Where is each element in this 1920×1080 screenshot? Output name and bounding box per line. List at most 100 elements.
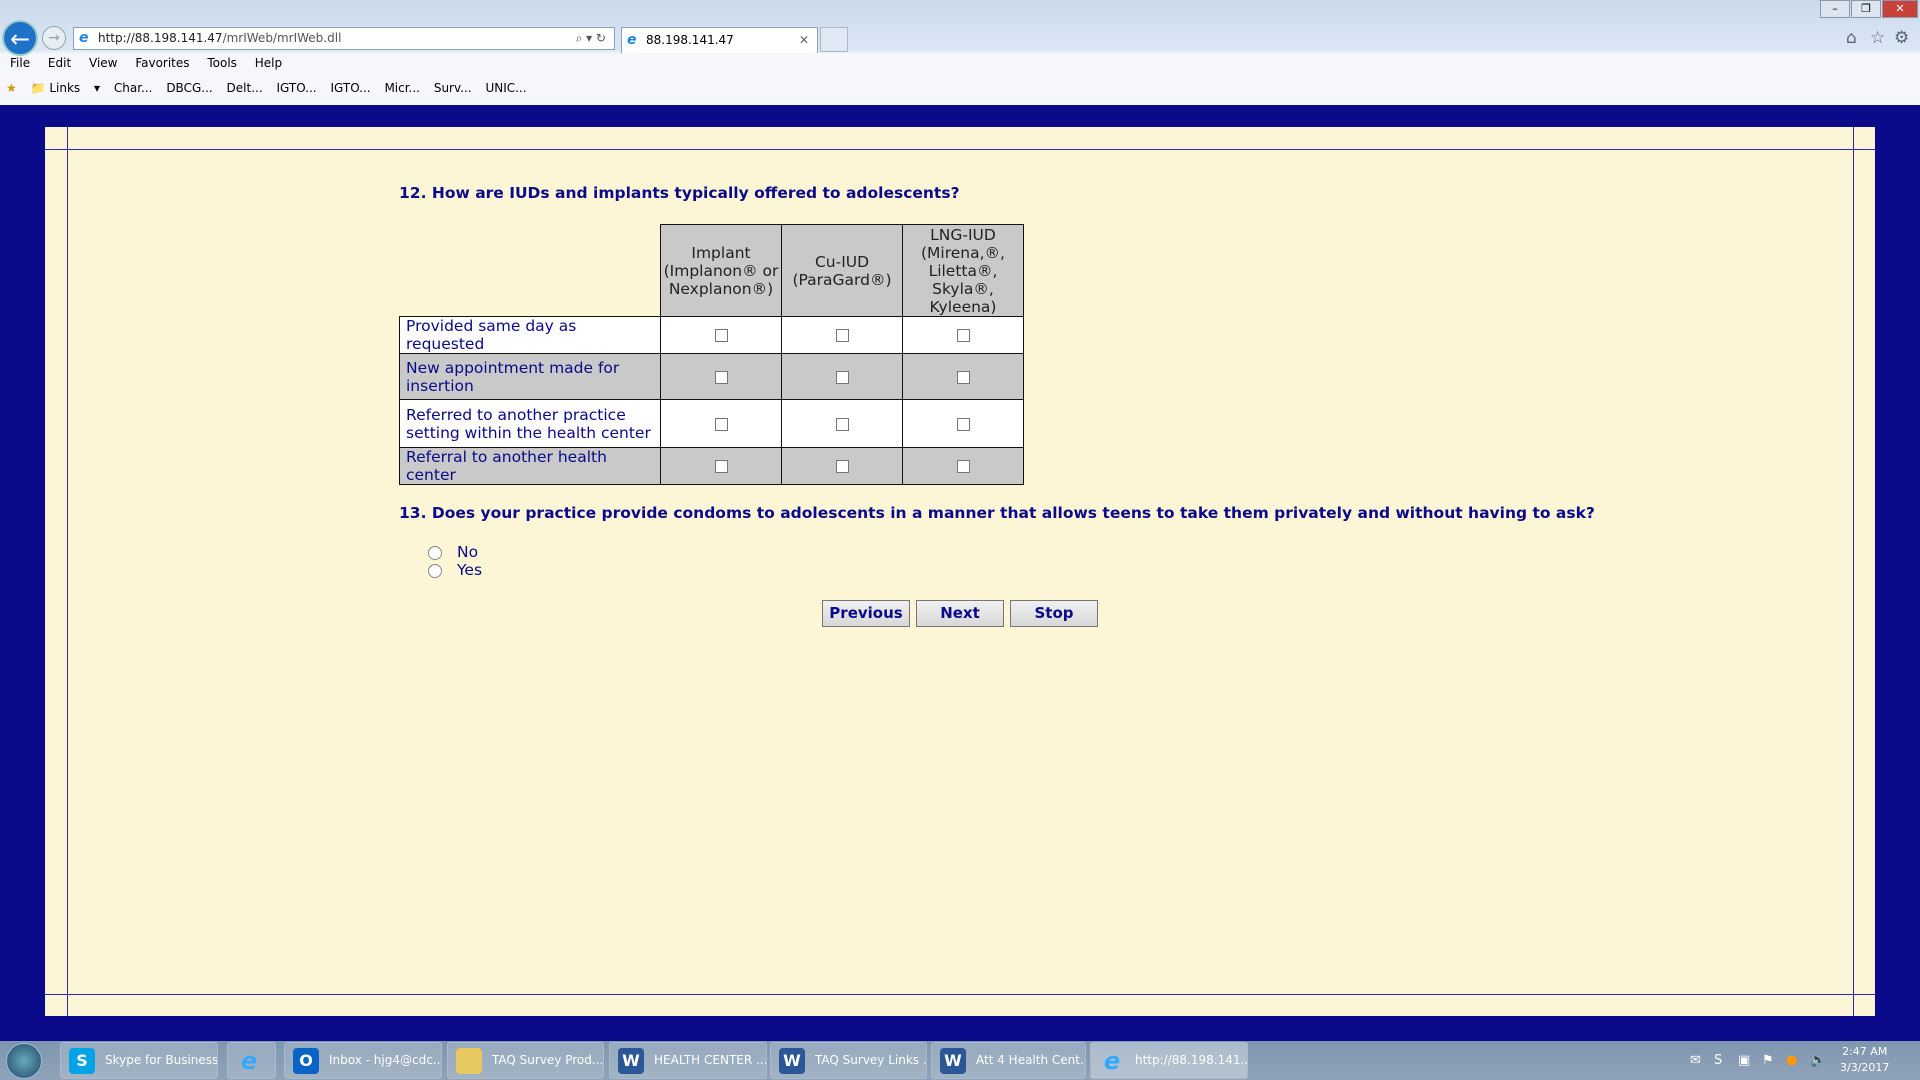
- menu-bar: File Edit View Favorites Tools Help: [0, 56, 286, 76]
- checkbox[interactable]: [956, 417, 970, 431]
- row-label: New appointment made for insertion: [399, 353, 661, 400]
- stop-button[interactable]: Stop: [1010, 600, 1098, 627]
- menu-help[interactable]: Help: [254, 56, 283, 70]
- taskbar-ie-window[interactable]: e http://88.198.141....: [1090, 1042, 1248, 1079]
- question-13: 13. Does your practice provide condoms t…: [399, 504, 1595, 522]
- gear-icon[interactable]: ⚙: [1894, 28, 1910, 48]
- tab-title: 88.198.141.47: [646, 33, 734, 47]
- radio-label-yes: Yes: [457, 561, 483, 579]
- restore-button[interactable]: ❐: [1851, 0, 1881, 18]
- checkbox[interactable]: [714, 460, 728, 473]
- favorites-star-icon[interactable]: ☆: [1870, 28, 1886, 48]
- taskbar-outlook[interactable]: O Inbox - hjg4@cdc...: [284, 1042, 442, 1079]
- row-label: Referred to another practice setting wit…: [399, 399, 661, 448]
- row-label: Referral to another health center: [399, 447, 661, 485]
- new-tab-button[interactable]: [820, 27, 848, 52]
- taskbar-label: Skype for Business: [105, 1053, 218, 1067]
- clock-time: 2:47 AM: [1842, 1045, 1888, 1058]
- back-button[interactable]: ←: [2, 20, 38, 56]
- taskbar-folder[interactable]: TAQ Survey Prod...: [447, 1042, 604, 1079]
- taskbar-label: Att 4 Health Cent...: [976, 1053, 1086, 1067]
- fav-item[interactable]: IGTO...: [276, 81, 317, 95]
- skype-tray-icon[interactable]: S: [1714, 1053, 1723, 1068]
- checkbox[interactable]: [956, 370, 970, 384]
- fav-links[interactable]: 📁 Links ▾: [30, 81, 101, 95]
- search-refresh-icons[interactable]: ⌕ ▾ ↻: [575, 31, 606, 45]
- clock[interactable]: 2:47 AM 3/3/2017: [1840, 1044, 1889, 1076]
- close-window-button[interactable]: ✕: [1882, 0, 1918, 18]
- volume-icon[interactable]: 🔈: [1810, 1053, 1827, 1068]
- checkbox[interactable]: [835, 417, 849, 431]
- fav-item[interactable]: Char...: [113, 81, 153, 95]
- fav-item[interactable]: UNIC...: [485, 81, 527, 95]
- fav-item[interactable]: Delt...: [226, 81, 263, 95]
- url-host: http://88.198.141.47: [98, 31, 223, 45]
- word-icon: W: [779, 1048, 805, 1074]
- taskbar-ie[interactable]: e: [227, 1042, 276, 1079]
- update-icon[interactable]: ●: [1786, 1053, 1798, 1068]
- taskbar-skype[interactable]: S Skype for Business: [60, 1042, 218, 1079]
- word-icon: W: [940, 1048, 966, 1074]
- checkbox[interactable]: [714, 370, 728, 384]
- col-header-lng-iud: LNG-IUD (Mirena,®, Liletta®, Skyla®, Kyl…: [902, 224, 1024, 317]
- q12-grid: Implant (Implanon® or Nexplanon®) Cu-IUD…: [399, 224, 1024, 485]
- ie-icon: e: [79, 30, 89, 46]
- taskbar-word-health-center[interactable]: W HEALTH CENTER ...: [609, 1042, 767, 1079]
- ie-icon: e: [240, 1047, 258, 1075]
- checkbox[interactable]: [714, 329, 728, 342]
- forward-button[interactable]: →: [42, 26, 66, 50]
- close-tab-icon[interactable]: ✕: [798, 33, 809, 47]
- favorites-star-icon[interactable]: ★: [6, 81, 17, 95]
- start-button[interactable]: [6, 1043, 42, 1079]
- checkbox[interactable]: [835, 370, 849, 384]
- menu-tools[interactable]: Tools: [207, 56, 237, 70]
- next-button[interactable]: Next: [916, 600, 1004, 627]
- fav-label: Links: [49, 81, 81, 95]
- browser-tab[interactable]: e 88.198.141.47 ✕: [621, 27, 818, 53]
- fav-item[interactable]: Surv...: [433, 81, 472, 95]
- home-icon[interactable]: ⌂: [1846, 28, 1857, 48]
- fav-item[interactable]: Micr...: [384, 81, 420, 95]
- frame-line: [45, 994, 1875, 995]
- radio-yes[interactable]: [428, 564, 442, 578]
- url-path: /mrIWeb/mrIWeb.dll: [222, 31, 342, 45]
- minimize-button[interactable]: –: [1820, 0, 1850, 18]
- checkbox[interactable]: [714, 417, 728, 431]
- radio-no[interactable]: [428, 546, 442, 560]
- taskbar-label: TAQ Survey Prod...: [492, 1053, 604, 1067]
- checkbox[interactable]: [956, 460, 970, 473]
- frame-line: [67, 127, 68, 1016]
- skype-icon: S: [69, 1048, 95, 1074]
- fav-item[interactable]: DBCG...: [166, 81, 213, 95]
- ie-icon: e: [627, 32, 637, 48]
- taskbar-label: HEALTH CENTER ...: [654, 1053, 767, 1067]
- taskbar-word-taq-links[interactable]: W TAQ Survey Links ...: [770, 1042, 927, 1079]
- grid-corner: [399, 224, 661, 317]
- menu-favorites[interactable]: Favorites: [135, 56, 190, 70]
- taskbar-label: Inbox - hjg4@cdc...: [329, 1053, 442, 1067]
- taskbar-word-att4[interactable]: W Att 4 Health Cent...: [931, 1042, 1086, 1079]
- question-12: 12. How are IUDs and implants typically …: [399, 184, 960, 202]
- menu-file[interactable]: File: [10, 56, 31, 70]
- previous-button[interactable]: Previous: [822, 600, 910, 627]
- menu-edit[interactable]: Edit: [47, 56, 72, 70]
- outlook-icon: O: [293, 1048, 319, 1074]
- row-label: Provided same day as requested: [399, 316, 661, 354]
- browser-chrome: – ❐ ✕ ← → e http://88.198.141.47/mrIWeb/…: [0, 0, 1920, 105]
- favorites-bar: ★ 📁 Links ▾ Char... DBCG... Delt... IGTO…: [6, 81, 537, 95]
- address-bar[interactable]: e http://88.198.141.47/mrIWeb/mrIWeb.dll…: [73, 27, 615, 50]
- fav-item[interactable]: IGTO...: [330, 81, 371, 95]
- network-icon[interactable]: ⚑: [1762, 1053, 1774, 1068]
- col-header-implant: Implant (Implanon® or Nexplanon®): [660, 224, 782, 317]
- frame-line: [1853, 127, 1854, 1016]
- radio-label-no: No: [457, 543, 479, 561]
- ie-icon: e: [1103, 1047, 1121, 1075]
- outlook-tray-icon[interactable]: ✉: [1690, 1053, 1701, 1068]
- tray-icon[interactable]: ▣: [1738, 1053, 1751, 1068]
- checkbox[interactable]: [835, 460, 849, 473]
- menu-view[interactable]: View: [89, 56, 118, 70]
- checkbox[interactable]: [956, 329, 970, 342]
- checkbox[interactable]: [835, 329, 849, 342]
- frame-line: [45, 149, 1875, 150]
- word-icon: W: [618, 1048, 644, 1074]
